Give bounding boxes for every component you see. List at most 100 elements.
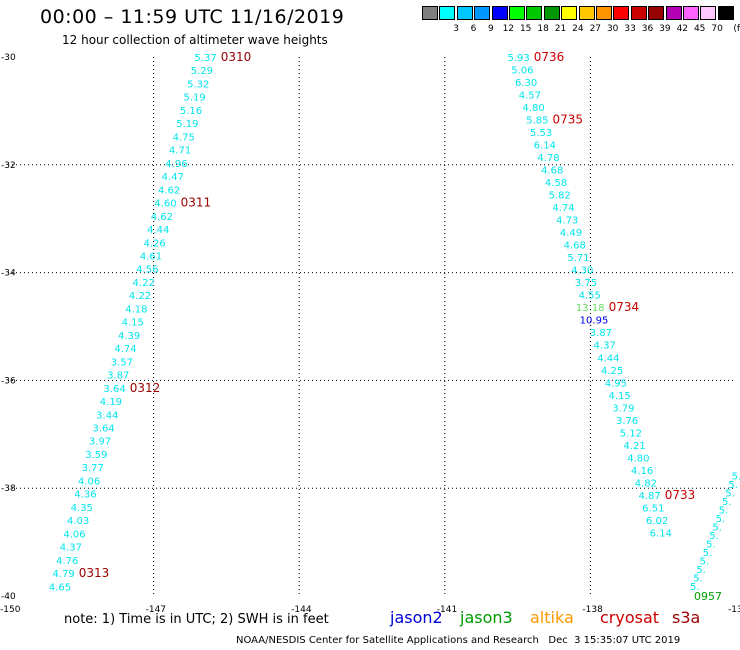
- legend-jason3: jason3: [460, 608, 513, 627]
- wave-height-point: 4.74: [114, 344, 136, 355]
- wave-height-point: 4.73: [556, 216, 578, 227]
- wave-height-point: 6.14: [534, 141, 556, 152]
- y-tick-label: -36: [1, 376, 16, 386]
- scale-swatch: [439, 6, 456, 20]
- scale-label: 3: [453, 24, 459, 34]
- wave-height-overlap: 5.: [716, 514, 726, 525]
- wave-height-point: 4.62: [158, 185, 180, 196]
- wave-height-point: 4.15: [122, 318, 144, 329]
- scale-label: 24: [572, 24, 584, 34]
- wave-height-point: 4.68: [564, 241, 586, 252]
- wave-height-point: 4.80: [627, 453, 649, 464]
- wave-height-point: 4.25: [601, 366, 623, 377]
- scale-label: 9: [488, 24, 494, 34]
- scale-swatch: [700, 6, 717, 20]
- wave-height-point: 4.87: [638, 491, 660, 502]
- scale-swatch: [456, 6, 473, 20]
- wave-height-point: 4.58: [545, 178, 567, 189]
- wave-height-point: 5.06: [511, 66, 533, 77]
- wave-height-point: 5.53: [530, 128, 552, 139]
- y-tick-label: -34: [1, 269, 16, 279]
- scale-swatch: [648, 6, 665, 20]
- wave-height-point: 5.93: [507, 53, 529, 64]
- wave-height-point: 3.87: [590, 328, 612, 339]
- scale-label: 15: [519, 24, 532, 34]
- time-label: 0957: [694, 590, 722, 603]
- scale-swatch: [717, 6, 734, 20]
- wave-height-point: 4.36: [74, 490, 96, 501]
- scale-swatch: [422, 6, 438, 20]
- wave-height-point: 4.16: [631, 466, 653, 477]
- wave-height-point: 4.49: [560, 228, 582, 239]
- wave-height-overlap: 5.: [700, 557, 710, 568]
- wave-height-point: 5.19: [184, 93, 206, 104]
- time-label: 0310: [221, 50, 252, 64]
- wave-height-point: 4.44: [597, 353, 619, 364]
- wave-height-point: 4.60: [154, 199, 176, 210]
- wave-height-point: 3.59: [85, 450, 107, 461]
- x-tick-label: -13: [728, 605, 740, 615]
- scale-swatch: [613, 6, 630, 20]
- wave-height-point: 3.64: [103, 384, 125, 395]
- wave-height-point: 4.55: [579, 291, 601, 302]
- wave-height-point: 4.57: [519, 91, 541, 102]
- wave-height-point: 6.30: [515, 78, 537, 89]
- y-tick-label: -32: [1, 161, 16, 171]
- scale-swatch: [665, 6, 682, 20]
- wave-height-point: 5.29: [191, 66, 213, 77]
- wave-height-point: 4.79: [52, 569, 74, 580]
- wave-height-point: 4.95: [605, 378, 627, 389]
- wave-height-overlap: 5.: [696, 565, 706, 576]
- scale-swatch: [526, 6, 543, 20]
- wave-height-point: 6.14: [650, 528, 672, 539]
- wave-height-point: 5.82: [549, 191, 571, 202]
- wave-height-overlap: 5.: [709, 531, 719, 542]
- wave-height-point: 6.02: [646, 516, 668, 527]
- wave-height-overlap: 5.: [719, 506, 729, 517]
- x-tick-label: -141: [437, 605, 457, 615]
- wave-height-point: 3.97: [89, 437, 111, 448]
- wave-height-point: 3.76: [616, 416, 638, 427]
- wave-height-overlap: 5.: [690, 582, 700, 593]
- wave-height-point: 4.21: [623, 441, 645, 452]
- wave-height-point: 13.18: [576, 303, 605, 314]
- wave-height-overlap: 5.: [725, 489, 735, 500]
- wave-height-point: 3.75: [575, 278, 597, 289]
- scale-label: 30: [606, 24, 619, 34]
- scale-swatch: [683, 6, 699, 20]
- scale-label: 33: [624, 24, 636, 34]
- x-tick-label: -150: [0, 605, 21, 615]
- wave-height-point: 6.51: [642, 503, 664, 514]
- time-label: 0736: [534, 50, 565, 64]
- units-note: note: 1) Time is in UTC; 2) SWH is in fe…: [64, 612, 329, 627]
- wave-height-overlap: 5.: [728, 480, 738, 491]
- scale-label: 45: [693, 24, 706, 34]
- wave-height-point: 4.22: [129, 291, 151, 302]
- scale-swatch: [596, 6, 612, 20]
- wave-height-overlap: 5.: [722, 497, 732, 508]
- time-label: 0311: [181, 196, 212, 210]
- y-tick-label: -30: [1, 53, 16, 63]
- credit-line: NOAA/NESDIS Center for Satellite Applica…: [236, 635, 681, 646]
- wave-height-point: 4.68: [541, 166, 563, 177]
- wave-height-point: 4.30: [571, 266, 593, 277]
- wave-height-point: 5.19: [176, 119, 198, 130]
- wave-height-point: 4.37: [60, 543, 82, 554]
- scale-label: 6: [470, 24, 477, 34]
- x-tick-label: -138: [582, 605, 603, 615]
- scale-swatch: [561, 6, 578, 20]
- wave-height-point: 4.74: [552, 203, 574, 214]
- time-label: 0733: [665, 488, 696, 502]
- wave-height-overlap: 5.: [693, 574, 703, 585]
- wave-height-point: 3.79: [612, 403, 634, 414]
- x-tick-label: -144: [291, 605, 312, 615]
- wave-height-point: 4.82: [635, 478, 657, 489]
- wave-height-point: 3.87: [107, 371, 129, 382]
- wave-height-point: 5.71: [567, 253, 589, 264]
- wave-height-overlap: 5.: [706, 540, 716, 551]
- time-label: 0313: [79, 566, 110, 580]
- wave-height-overlap: 5.: [703, 548, 713, 559]
- scale-label: 39: [659, 24, 671, 34]
- wave-height-point: 4.71: [169, 146, 191, 157]
